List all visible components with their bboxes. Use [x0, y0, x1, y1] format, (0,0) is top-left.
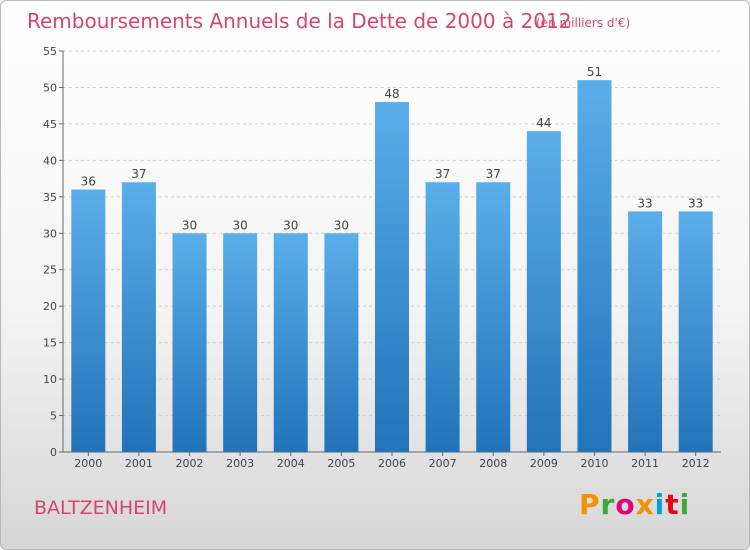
y-tick-label: 0	[50, 446, 57, 459]
bar-2000	[71, 189, 106, 452]
y-tick-label: 50	[43, 81, 57, 94]
bar-2008	[476, 182, 511, 452]
x-tick-label: 2004	[277, 457, 305, 470]
y-tick-label: 15	[43, 337, 57, 350]
y-tick-labels: 0 5 10 15 20 25 30 35 40 45 50 55	[43, 45, 57, 459]
bar-2010	[577, 80, 612, 452]
x-tick-label: 2003	[226, 457, 254, 470]
data-label: 51	[587, 65, 602, 79]
y-tick-label: 55	[43, 45, 57, 58]
bar-2007	[425, 182, 460, 452]
bars	[71, 80, 713, 452]
data-label: 36	[81, 175, 96, 189]
bar-2002	[172, 233, 207, 452]
x-tick-label: 2010	[580, 457, 608, 470]
y-tick-label: 20	[43, 300, 57, 313]
town-name: BALTZENHEIM	[34, 497, 168, 519]
bar-2004	[273, 233, 308, 452]
data-label: 30	[334, 218, 349, 232]
chart-title: Remboursements Annuels de la Dette de 20…	[27, 9, 572, 33]
y-tick-label: 25	[43, 264, 57, 277]
data-label: 37	[131, 167, 146, 181]
x-tick-label: 2009	[530, 457, 558, 470]
x-tick-label: 2007	[429, 457, 457, 470]
data-label: 30	[233, 218, 248, 232]
x-tick-label: 2008	[479, 457, 507, 470]
x-tick-labels: 2000 2001 2002 2003 2004 2005 2006 2007 2008 2009…	[74, 452, 710, 470]
y-tick-label: 30	[43, 227, 57, 240]
data-label: 30	[182, 218, 197, 232]
y-tick-label: 5	[50, 410, 57, 423]
logo-letter: t	[665, 488, 680, 521]
bar-2005	[324, 233, 359, 452]
data-label: 44	[536, 116, 551, 130]
bar-2009	[526, 131, 561, 452]
x-tick-label: 2002	[176, 457, 204, 470]
data-label: 33	[688, 196, 703, 210]
logo-letter: r	[600, 488, 616, 521]
x-tick-label: 2012	[682, 457, 710, 470]
x-tick-label: 2006	[378, 457, 406, 470]
x-tick-label: 2005	[327, 457, 355, 470]
logo-letter: i	[654, 488, 666, 521]
proxiti-logo[interactable]: Proxiti	[579, 488, 690, 521]
x-tick-label: 2001	[125, 457, 153, 470]
data-label: 48	[384, 87, 399, 101]
bar-2003	[223, 233, 258, 452]
y-tick-label: 45	[43, 118, 57, 131]
chart-subtitle: (en milliers d'€)	[536, 16, 631, 30]
logo-letter: P	[579, 488, 601, 521]
x-tick-label: 2011	[631, 457, 659, 470]
y-tick-label: 40	[43, 154, 57, 167]
bar-2006	[375, 102, 409, 452]
y-tick-label: 35	[43, 191, 57, 204]
data-label: 37	[435, 167, 450, 181]
x-tick-label: 2000	[74, 457, 102, 470]
data-label: 33	[637, 196, 652, 210]
data-label: 37	[486, 167, 501, 181]
logo-letter: o	[615, 488, 636, 521]
logo-letter: i	[679, 488, 691, 521]
data-labels: 36 37 30 30 30 30 48 37 37 44 51 33 33	[81, 65, 704, 232]
bar-2011	[628, 211, 663, 452]
bar-2012	[678, 211, 713, 452]
logo-letter: x	[635, 488, 655, 521]
y-tick-label: 10	[43, 373, 57, 386]
bar-2001	[121, 182, 156, 452]
data-label: 30	[283, 218, 298, 232]
